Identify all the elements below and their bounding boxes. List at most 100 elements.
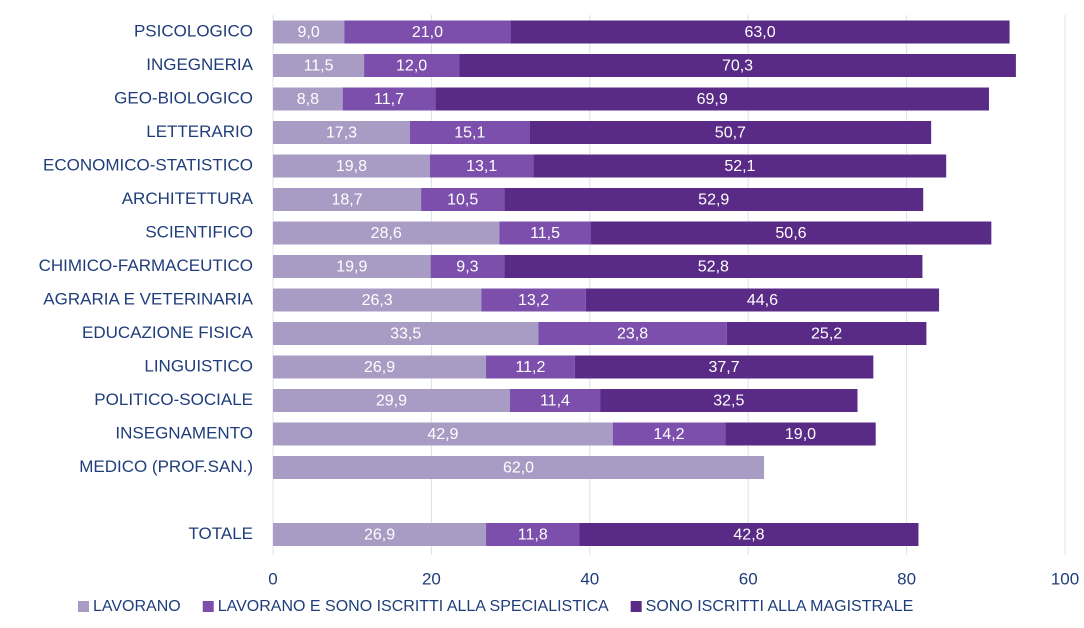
value-label: 15,1 [454, 125, 485, 142]
value-label: 12,0 [396, 58, 427, 75]
bar-segment [429, 154, 534, 178]
category-label: LETTERARIO [146, 122, 253, 141]
category-label: MEDICO (PROF.SAN.) [79, 457, 253, 476]
value-label: 52,8 [698, 259, 729, 276]
bar-segment [273, 355, 487, 379]
bar-segment [273, 87, 343, 111]
bar-segment [273, 255, 431, 278]
bar-segment [273, 523, 487, 546]
value-label: 28,6 [371, 225, 402, 242]
value-label: 23,8 [617, 326, 648, 343]
value-label: 62,0 [503, 460, 534, 477]
bar-segment [574, 355, 874, 379]
value-label: 11,5 [530, 225, 560, 242]
legend-label: LAVORANO E SONO ISCRITTI ALLA SPECIALIST… [218, 598, 609, 615]
bar-segment [509, 389, 601, 412]
bar-segment [273, 188, 422, 211]
value-label: 50,6 [775, 225, 806, 242]
bar-segment [538, 322, 727, 345]
x-tick-label: 20 [422, 569, 441, 588]
bar-segment [486, 523, 580, 546]
value-label: 26,9 [364, 359, 395, 376]
bar-segment [344, 20, 511, 44]
x-tick-label: 60 [739, 569, 758, 588]
x-tick-label: 100 [1051, 569, 1079, 588]
value-label: 10,5 [447, 192, 478, 209]
value-label: 50,7 [715, 125, 746, 142]
category-label: INSEGNAMENTO [115, 423, 253, 442]
bar-segment [435, 87, 989, 111]
bar-segment [486, 355, 575, 379]
bar-segment [504, 255, 923, 278]
value-label: 11,8 [518, 527, 548, 544]
value-label: 17,3 [326, 125, 357, 142]
value-label: 70,3 [722, 58, 753, 75]
category-label: ECONOMICO-STATISTICO [43, 155, 253, 174]
bar-segment [504, 188, 924, 211]
bar-segment [273, 54, 365, 77]
bar-segment [364, 54, 460, 77]
value-label: 8,8 [297, 91, 319, 108]
bar-segment [585, 288, 940, 312]
value-label: 21,0 [412, 24, 443, 41]
value-label: 14,2 [653, 426, 684, 443]
category-label: PSICOLOGICO [134, 21, 253, 40]
value-label: 32,5 [713, 393, 744, 410]
value-label: 19,0 [785, 426, 816, 443]
value-label: 52,9 [698, 192, 729, 209]
value-label: 69,9 [697, 91, 728, 108]
legend-label: LAVORANO [93, 598, 181, 615]
bar-segment [499, 221, 591, 245]
category-label: INGEGNERIA [146, 55, 253, 74]
value-label: 37,7 [708, 359, 739, 376]
category-label: CHIMICO-FARMACEUTICO [39, 256, 253, 275]
bar-segment [590, 221, 992, 245]
bar-segment [410, 121, 530, 144]
value-label: 11,4 [540, 393, 570, 410]
bar-segment [273, 422, 613, 446]
category-label: POLITICO-SOCIALE [94, 390, 253, 409]
bar-segment [533, 154, 947, 178]
bar-segment [421, 188, 505, 211]
bar-segment [273, 121, 411, 144]
legend-swatch [78, 601, 89, 612]
category-label: SCIENTIFICO [145, 222, 253, 241]
category-label: ARCHITETTURA [122, 189, 254, 208]
value-label: 33,5 [390, 326, 421, 343]
bar-segment [273, 221, 500, 245]
value-label: 42,8 [733, 527, 764, 544]
bar-segment [579, 523, 919, 546]
category-label: AGRARIA E VETERINARIA [43, 289, 253, 308]
x-tick-label: 0 [268, 569, 277, 588]
bar-segment [600, 389, 858, 412]
bar-segment [725, 422, 876, 446]
value-label: 19,9 [336, 259, 367, 276]
bar-segment [273, 20, 345, 44]
value-label: 63,0 [745, 24, 776, 41]
value-label: 44,6 [747, 292, 778, 309]
value-label: 9,3 [456, 259, 478, 276]
value-label: 13,1 [466, 158, 497, 175]
x-tick-label: 80 [897, 569, 916, 588]
legend-label: SONO ISCRITTI ALLA MAGISTRALE [646, 598, 914, 615]
bar-segment [430, 255, 505, 278]
legend-swatch [202, 601, 214, 612]
category-label: LINGUISTICO [144, 356, 253, 375]
bar-segment [612, 422, 726, 446]
bar-segment [273, 389, 510, 412]
value-label: 11,5 [304, 58, 334, 75]
value-label: 11,7 [374, 91, 404, 108]
category-label: EDUCAZIONE FISICA [82, 323, 254, 342]
value-label: 18,7 [331, 192, 362, 209]
value-label: 29,9 [376, 393, 407, 410]
bar-segment [273, 288, 482, 312]
x-tick-label: 40 [580, 569, 599, 588]
value-label: 25,2 [811, 326, 842, 343]
category-label: GEO-BIOLOGICO [114, 88, 253, 107]
value-label: 42,9 [427, 426, 458, 443]
value-label: 52,1 [724, 158, 755, 175]
bar-segment [459, 54, 1016, 77]
bar-segment [529, 121, 932, 144]
value-label: 19,8 [336, 158, 367, 175]
